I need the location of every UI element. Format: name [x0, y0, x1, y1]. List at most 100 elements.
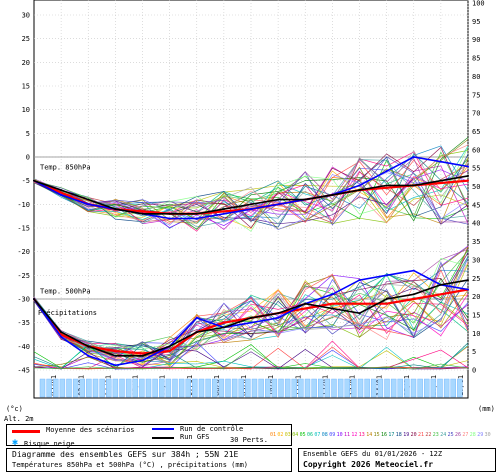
left-tick-label: -5 [22, 177, 30, 185]
series-point [222, 212, 225, 215]
series-point [467, 288, 469, 291]
pert-number: 16 [381, 432, 388, 438]
snow-risk-cell [351, 378, 357, 398]
series-point [439, 293, 442, 296]
series-point [277, 198, 280, 201]
series-point [304, 302, 307, 305]
ensemble-member-line [33, 258, 469, 363]
right-tick-label: 40 [472, 220, 480, 228]
snow-risk-cell [357, 378, 364, 398]
ensemble-member-line [33, 147, 469, 232]
series-point [87, 345, 90, 348]
right-axis-unit: (mm) [478, 405, 495, 413]
snow-risk-cell [212, 378, 218, 398]
series-point [439, 179, 442, 182]
left-tick-label: 30 [22, 12, 30, 20]
snow-risk-cell [265, 378, 271, 398]
pert-number: 23 [432, 432, 439, 438]
series-point [331, 307, 334, 310]
series-point [250, 208, 252, 211]
snow-risk-cell [251, 378, 258, 398]
series-point [168, 212, 171, 215]
snow-risk-cell [278, 378, 284, 398]
pert-number: 01 [270, 432, 277, 438]
series-point [195, 212, 198, 215]
right-tick-label: 70 [472, 110, 480, 118]
date-label: 10/01 [267, 375, 275, 396]
snow-risk-cell [92, 378, 99, 398]
right-tick-label: 20 [472, 293, 480, 301]
snow-risk-cell [225, 378, 231, 398]
precip-label: Précipitations [38, 309, 97, 317]
snow-risk-cell [185, 378, 191, 398]
left-tick-label: -35 [17, 319, 30, 327]
right-tick-label: 0 [472, 367, 476, 375]
series-point [439, 283, 442, 286]
snow-risk-cell [437, 378, 443, 398]
snow-risk-cell [457, 378, 463, 398]
series-point [467, 279, 469, 282]
pert-number: 15 [373, 432, 380, 438]
snow-risk-cell [231, 378, 238, 398]
precip-member-line [33, 342, 469, 370]
series-point [114, 364, 117, 367]
right-tick-label: 60 [472, 146, 480, 154]
snow-risk-cell [79, 378, 85, 398]
snow-risk-cell [284, 378, 291, 398]
series-point [250, 316, 252, 319]
run-info-box [298, 448, 496, 472]
series-point [168, 350, 171, 353]
series-point [33, 179, 35, 182]
pert-number: 26 [455, 432, 462, 438]
left-tick-label: 25 [22, 35, 30, 43]
ensemble-member-line [33, 289, 469, 362]
series-point [412, 269, 415, 272]
series-point [141, 352, 144, 355]
snow-risk-cell [66, 378, 72, 398]
pert-number: 18 [395, 432, 402, 438]
right-tick-label: 100 [472, 0, 485, 8]
pert-number: 06 [307, 432, 314, 438]
t500-label: Temp. 500hPa [40, 288, 91, 296]
ensemble-member-line [33, 262, 469, 364]
pert-number: 09 [329, 432, 336, 438]
left-tick-label: -25 [17, 272, 30, 280]
pert-number: 12 [351, 432, 358, 438]
ensemble-member-line [33, 177, 469, 225]
series-point [250, 321, 252, 324]
ensemble-member-line [33, 149, 469, 218]
series-point [168, 345, 171, 348]
snow-risk-cell [337, 378, 344, 398]
pert-number: 03 [284, 432, 291, 438]
left-axis-unit: (°c) [6, 405, 23, 413]
snow-risk-cell [245, 378, 251, 398]
series-point [385, 186, 388, 189]
snow-risk-cell [106, 378, 112, 398]
pert-number: 30 [484, 432, 491, 438]
right-tick-label: 30 [472, 256, 480, 264]
pert-number: 28 [469, 432, 476, 438]
snow-risk-cell [417, 378, 423, 398]
left-axis-sub: Alt. 2m [4, 415, 34, 423]
snow-risk-cell [397, 378, 403, 398]
snow-risk-cell [165, 378, 172, 398]
series-point [412, 298, 415, 300]
series-point [439, 182, 442, 185]
left-tick-label: -30 [17, 296, 30, 304]
snow-risk-cell [450, 378, 456, 398]
pert-number: 24 [440, 432, 447, 438]
pert-number: 11 [344, 432, 351, 438]
left-tick-label: 10 [22, 106, 30, 114]
right-tick-label: 85 [472, 55, 480, 63]
series-point [195, 217, 198, 220]
ensemble-member-line [33, 248, 469, 367]
pert-number: 27 [462, 432, 469, 438]
snow-risk-cell [377, 378, 384, 398]
left-tick-label: -15 [17, 225, 30, 233]
right-tick-label: 80 [472, 73, 480, 81]
date-label: 09/01 [240, 375, 248, 396]
snow-risk-cell [192, 378, 198, 398]
series-point [195, 331, 198, 334]
series-point [114, 350, 117, 353]
